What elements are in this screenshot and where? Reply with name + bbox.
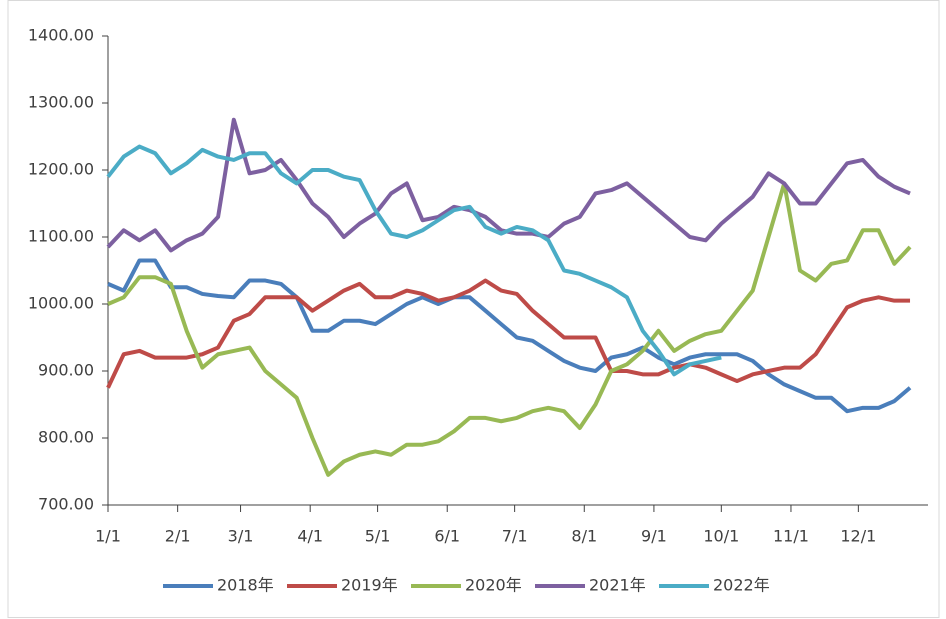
- y-tick-label: 1200.00: [28, 160, 94, 179]
- x-tick-label: 1/1: [95, 527, 121, 546]
- legend-label: 2020年: [465, 576, 522, 595]
- x-tick-label: 4/1: [297, 527, 323, 546]
- series-line: [107, 181, 912, 477]
- series-line: [107, 258, 912, 414]
- x-tick-label: 6/1: [434, 527, 460, 546]
- legend-label: 2019年: [341, 576, 398, 595]
- y-tick-label: 1100.00: [28, 227, 94, 246]
- x-tick-label: 3/1: [228, 527, 254, 546]
- series-line: [106, 144, 722, 377]
- y-tick-label: 1000.00: [28, 294, 94, 313]
- y-tick-label: 700.00: [38, 495, 94, 514]
- x-tick-label: 12/1: [840, 527, 876, 546]
- chart-frame: [7, 0, 940, 618]
- x-tick-label: 10/1: [703, 527, 739, 546]
- x-tick-label: 5/1: [365, 527, 391, 546]
- y-tick-label: 1300.00: [28, 93, 94, 112]
- legend-label: 2022年: [713, 576, 770, 595]
- y-tick-label: 1400.00: [28, 26, 94, 45]
- y-tick-label: 800.00: [38, 428, 94, 447]
- legend-label: 2021年: [589, 576, 646, 595]
- x-tick-label: 9/1: [641, 527, 667, 546]
- y-tick-label: 900.00: [38, 361, 94, 380]
- legend-label: 2018年: [217, 576, 274, 595]
- x-tick-label: 8/1: [571, 527, 597, 546]
- x-tick-label: 2/1: [165, 527, 191, 546]
- x-tick-label: 11/1: [773, 527, 809, 546]
- series-line: [106, 278, 911, 389]
- x-tick-label: 7/1: [502, 527, 528, 546]
